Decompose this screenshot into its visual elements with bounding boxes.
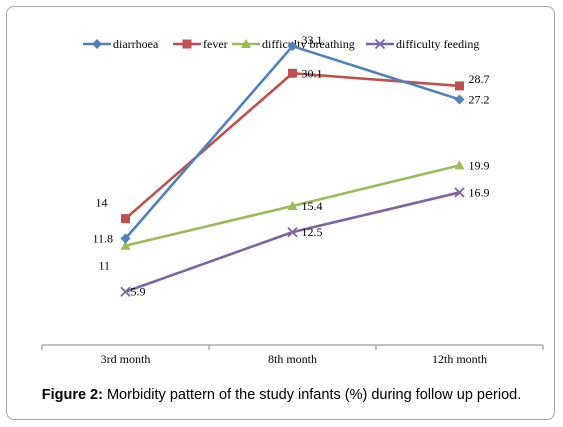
data-point — [120, 240, 131, 250]
data-label: 14 — [96, 196, 108, 210]
legend-marker — [374, 38, 386, 50]
data-label: 19.9 — [469, 158, 490, 172]
data-label: 28.7 — [469, 72, 490, 86]
chart-frame — [6, 6, 555, 420]
x-axis-ticks: 3rd month 8th month 12th month — [41, 345, 544, 366]
legend-item: difficulty feeding — [366, 37, 479, 51]
series-line — [124, 71, 460, 220]
data-point — [454, 94, 465, 105]
legend-marker — [182, 39, 192, 49]
series-layer — [120, 41, 465, 297]
data-labels: 11.8 33.1 27.2 14 30.1 28.7 11 15.4 19.9 5.9 12.5 1… — [93, 33, 490, 299]
data-label: 27.2 — [469, 92, 490, 106]
series-fever — [121, 68, 464, 224]
data-point — [454, 187, 465, 198]
data-label: 11 — [99, 259, 111, 273]
data-label: 15.4 — [302, 199, 323, 213]
legend-label: fever — [203, 37, 228, 51]
x-tick-label: 12th month — [432, 352, 487, 366]
legend: diarrhoea fever difficulty breathing diffic… — [83, 37, 479, 51]
caption-label: Figure 2: — [41, 387, 103, 403]
data-point — [288, 68, 297, 78]
data-point — [287, 227, 298, 238]
caption-text: Morbidity pattern of the study infants (… — [102, 387, 522, 403]
data-label: 30.1 — [302, 66, 323, 80]
x-tick-label: 3rd month — [101, 352, 151, 366]
series-diarrhoea — [120, 41, 465, 244]
legend-item: diarrhoea — [83, 37, 159, 51]
data-label: 33.1 — [302, 33, 323, 47]
series-difficulty-feeding — [120, 187, 465, 297]
legend-item: difficulty breathing — [232, 37, 355, 51]
legend-marker — [241, 39, 251, 48]
series-difficulty-breathing — [120, 160, 465, 250]
data-point — [120, 233, 131, 244]
data-point — [455, 81, 464, 91]
data-point — [120, 286, 131, 297]
legend-label: difficulty feeding — [396, 37, 479, 51]
data-point — [454, 160, 465, 170]
x-tick-label: 8th month — [268, 352, 317, 366]
legend-marker — [92, 39, 102, 49]
data-point — [287, 200, 298, 210]
data-label: 16.9 — [469, 185, 490, 199]
legend-label: difficulty breathing — [262, 37, 355, 51]
data-point — [287, 41, 298, 52]
legend-item: fever — [173, 37, 228, 51]
legend-label: diarrhoea — [113, 37, 159, 51]
data-label: 11.8 — [93, 231, 114, 245]
data-label: 12.5 — [302, 225, 323, 239]
data-label: 5.9 — [131, 285, 146, 299]
figure-caption: Figure 2: Morbidity pattern of the study… — [0, 387, 563, 403]
data-point — [121, 214, 130, 224]
